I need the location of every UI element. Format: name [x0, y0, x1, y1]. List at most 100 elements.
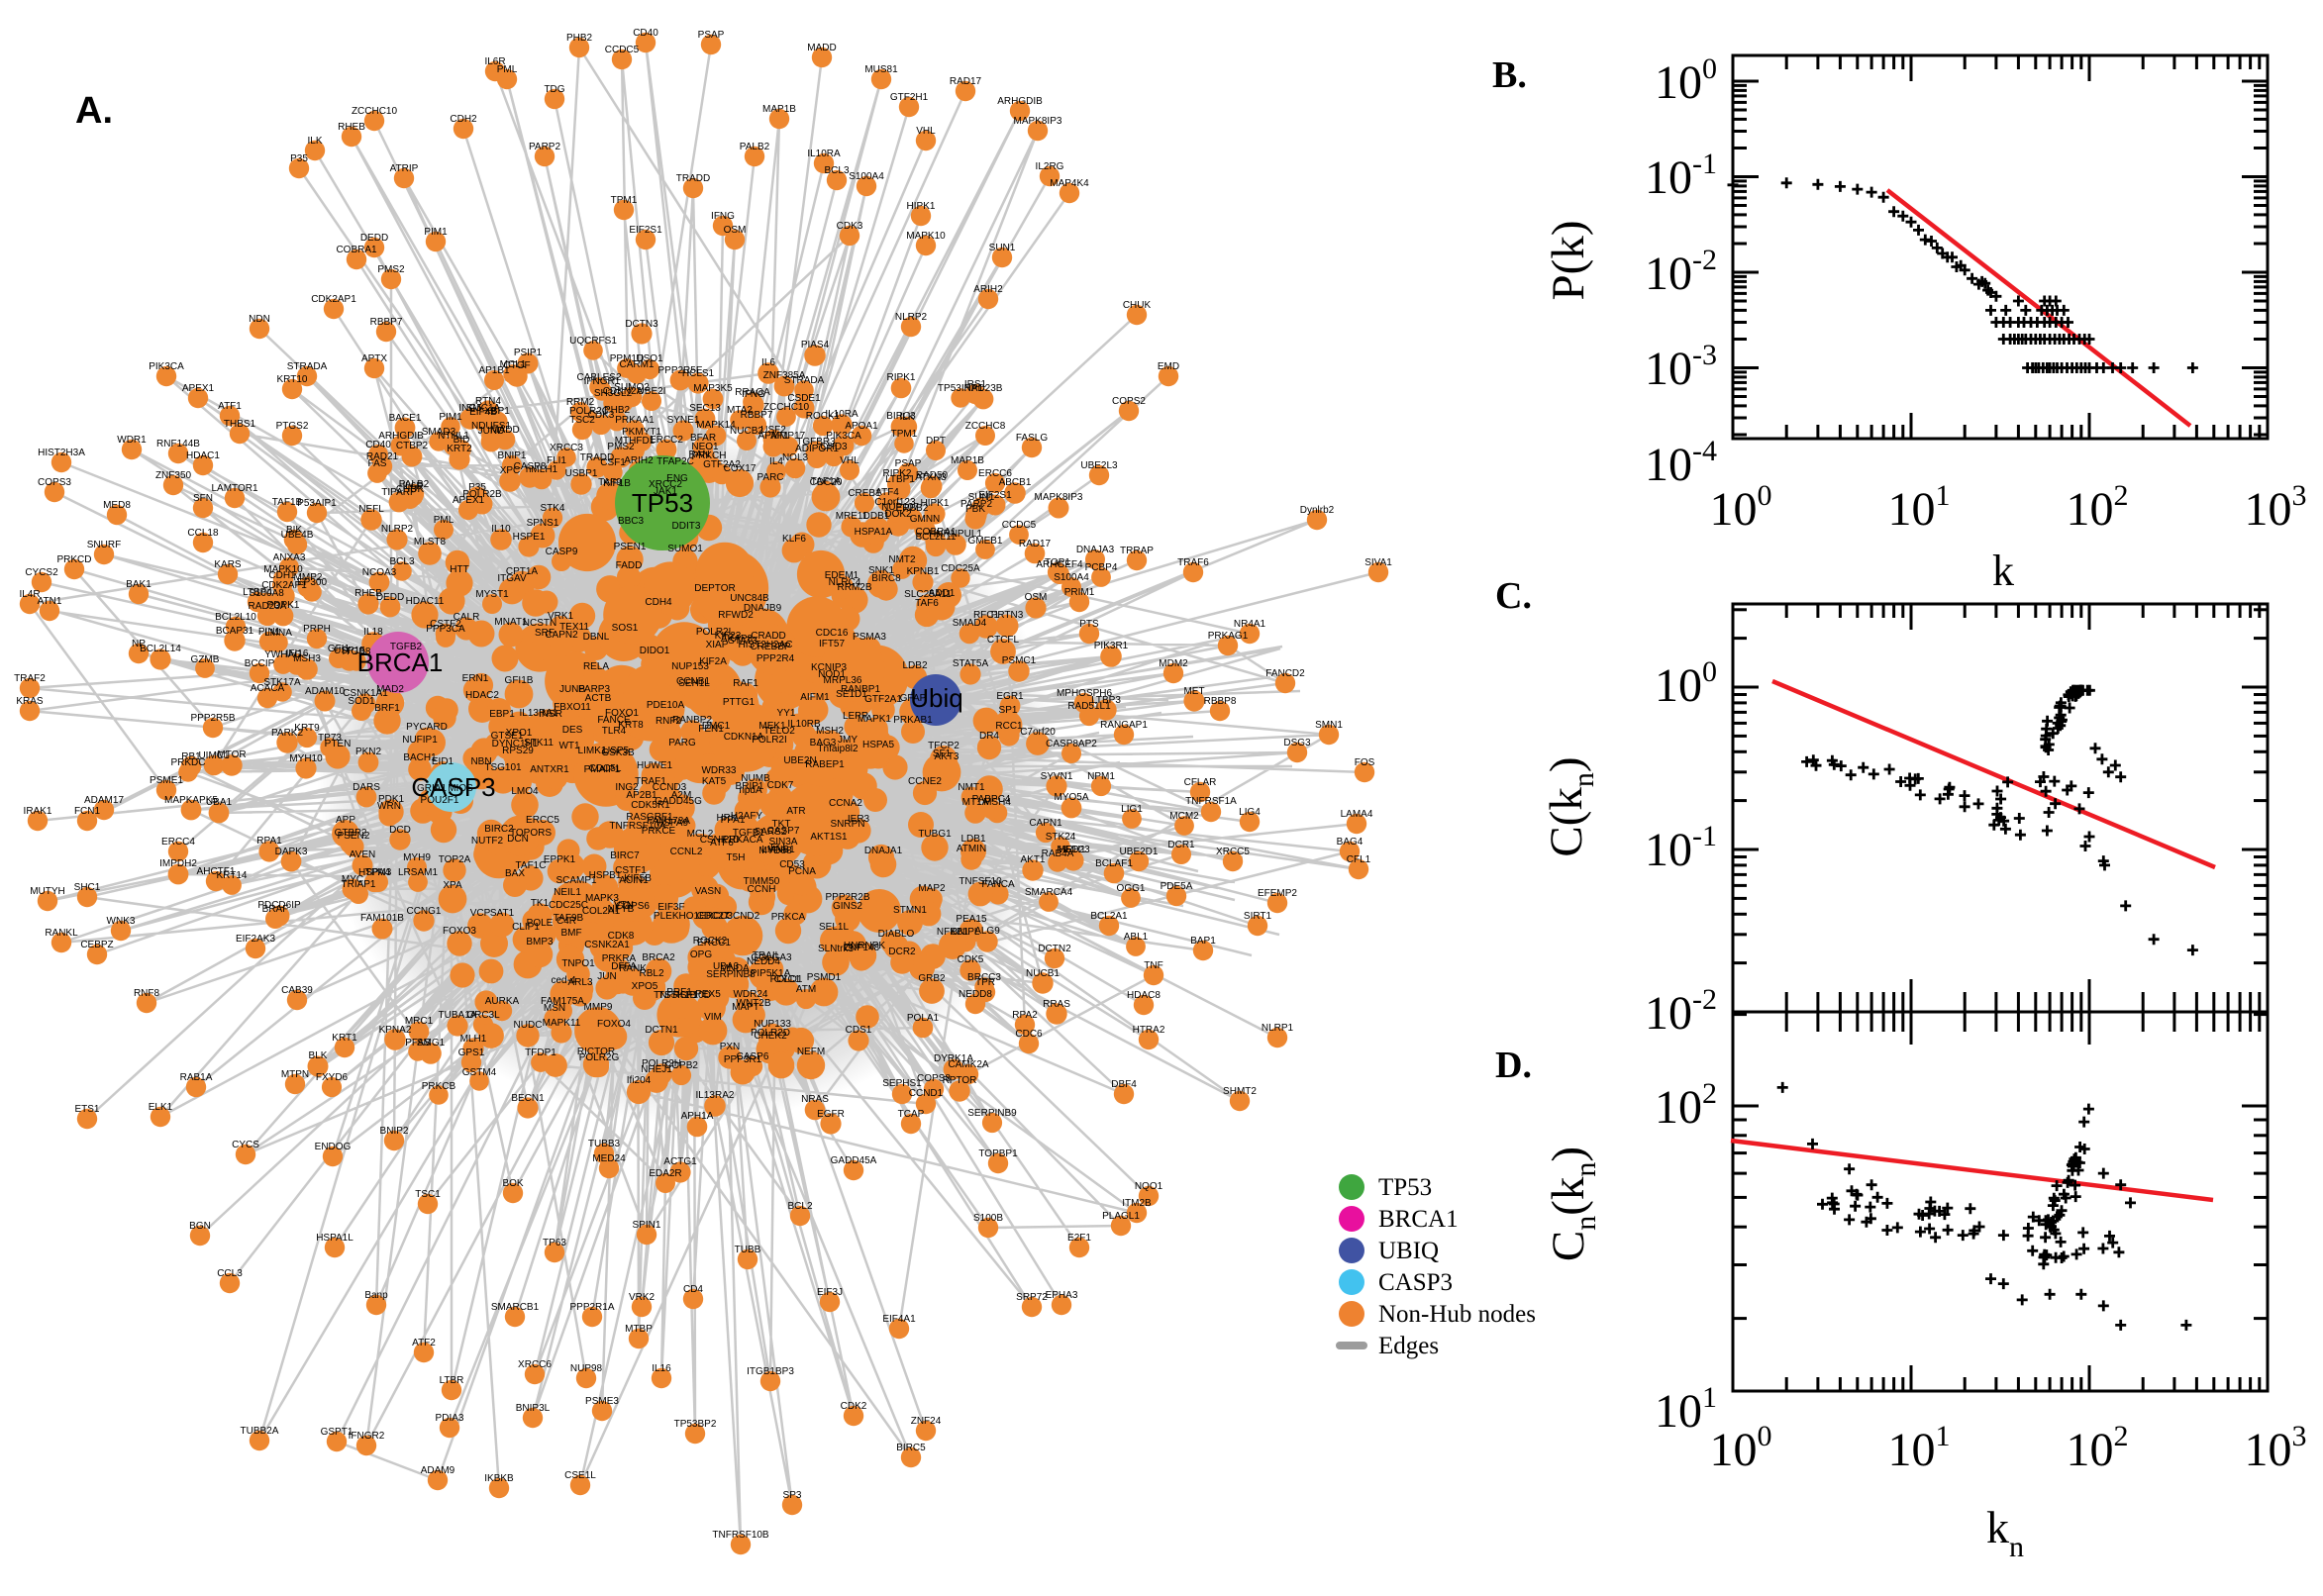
svg-text:CSNK1D: CSNK1D — [700, 835, 741, 846]
svg-text:ATXN3: ATXN3 — [915, 472, 947, 483]
svg-text:SARS2: SARS2 — [755, 827, 787, 838]
svg-text:HUWE1: HUWE1 — [637, 760, 673, 771]
svg-text:HIPK1: HIPK1 — [921, 498, 950, 509]
svg-text:ZCCHC10: ZCCHC10 — [352, 106, 398, 117]
svg-text:BRCA1: BRCA1 — [1378, 1206, 1459, 1233]
svg-text:LDB1: LDB1 — [960, 834, 985, 845]
svg-text:XRCC6: XRCC6 — [518, 1359, 552, 1370]
svg-text:TAF9: TAF9 — [598, 477, 622, 488]
svg-text:CDK5R1: CDK5R1 — [631, 800, 670, 811]
svg-text:IL10RA: IL10RA — [807, 149, 841, 159]
svg-text:YY1: YY1 — [777, 708, 796, 719]
svg-text:GSK3B: GSK3B — [601, 748, 635, 758]
svg-text:MAP2: MAP2 — [918, 883, 946, 894]
svg-text:SP1: SP1 — [999, 705, 1018, 716]
svg-text:SNURF: SNURF — [87, 540, 121, 550]
svg-text:PCBP4: PCBP4 — [1085, 562, 1118, 573]
svg-text:CTBP2: CTBP2 — [396, 441, 429, 451]
svg-text:APOA1: APOA1 — [845, 421, 878, 432]
svg-text:DIABLO: DIABLO — [878, 929, 915, 940]
svg-text:BCL2L14: BCL2L14 — [140, 644, 181, 654]
svg-text:DES: DES — [562, 725, 583, 736]
svg-text:NFKB1: NFKB1 — [937, 927, 969, 938]
svg-text:BAK1: BAK1 — [126, 579, 152, 590]
svg-text:SUN1: SUN1 — [989, 243, 1016, 253]
svg-text:WNT2B: WNT2B — [737, 998, 771, 1009]
svg-text:FXYD6: FXYD6 — [316, 1072, 349, 1083]
svg-text:ATM: ATM — [796, 984, 816, 995]
svg-text:PIAS4: PIAS4 — [801, 340, 830, 350]
svg-text:TRADD: TRADD — [676, 173, 710, 184]
svg-text:NDN: NDN — [249, 314, 270, 325]
svg-text:USF2: USF2 — [760, 425, 786, 436]
svg-text:EIF2S1: EIF2S1 — [978, 490, 1012, 501]
svg-text:CASP9: CASP9 — [546, 547, 578, 557]
svg-text:OSM: OSM — [724, 225, 747, 236]
svg-text:STRADA: STRADA — [784, 375, 825, 386]
svg-text:Cn(kn): Cn(kn) — [1543, 1147, 1602, 1261]
svg-text:MAP1B: MAP1B — [951, 455, 984, 466]
svg-text:ALG9: ALG9 — [974, 926, 1000, 937]
svg-text:COPS6: COPS6 — [616, 901, 650, 912]
svg-text:PSMA3: PSMA3 — [853, 632, 886, 643]
svg-text:XRCC2: XRCC2 — [649, 479, 682, 490]
svg-text:POLR2D: POLR2D — [751, 1028, 790, 1039]
svg-text:ERCC1: ERCC1 — [697, 938, 731, 948]
svg-text:MTBP: MTBP — [625, 1324, 653, 1335]
svg-text:KLF6: KLF6 — [782, 534, 806, 545]
svg-text:PRKCD: PRKCD — [56, 554, 91, 565]
svg-text:BIK: BIK — [286, 525, 302, 536]
svg-text:MDM2: MDM2 — [1159, 658, 1188, 669]
svg-text:MYC: MYC — [342, 874, 363, 885]
svg-text:AP2B1: AP2B1 — [626, 790, 657, 801]
svg-text:CASP3: CASP3 — [1378, 1269, 1453, 1296]
svg-text:ORC3L: ORC3L — [466, 1010, 500, 1021]
svg-text:RPTOR: RPTOR — [943, 1075, 977, 1086]
svg-text:BIRC8: BIRC8 — [871, 573, 901, 584]
svg-text:CCND2: CCND2 — [726, 911, 760, 922]
svg-text:SFN: SFN — [193, 493, 213, 504]
svg-text:S100A4: S100A4 — [849, 171, 884, 182]
svg-text:STK17A: STK17A — [263, 677, 301, 688]
svg-text:BNIP2: BNIP2 — [380, 1126, 409, 1137]
svg-text:EIF2AK3: EIF2AK3 — [236, 934, 275, 945]
svg-text:BRCA1: BRCA1 — [357, 648, 444, 677]
svg-text:UBE4B: UBE4B — [281, 530, 314, 541]
svg-text:Dynlrb2: Dynlrb2 — [1300, 505, 1335, 516]
svg-text:ELK1: ELK1 — [149, 1102, 173, 1113]
svg-text:POLA1: POLA1 — [907, 1013, 940, 1024]
svg-text:TAF1B: TAF1B — [272, 497, 303, 508]
svg-text:UBE2D1: UBE2D1 — [1120, 847, 1159, 857]
svg-text:DOK2: DOK2 — [884, 509, 912, 520]
svg-text:APH1A: APH1A — [681, 1111, 714, 1122]
svg-text:SNK1: SNK1 — [868, 565, 895, 576]
svg-text:NDUFS1: NDUFS1 — [471, 421, 511, 432]
svg-text:TPR: TPR — [975, 977, 995, 988]
svg-text:AHCTF1: AHCTF1 — [197, 866, 236, 877]
svg-text:WDR33: WDR33 — [701, 765, 736, 776]
svg-text:GPS1: GPS1 — [458, 1047, 485, 1058]
svg-text:PRF1: PRF1 — [666, 987, 692, 998]
svg-text:TAF6: TAF6 — [915, 598, 939, 609]
svg-text:DCTN1: DCTN1 — [645, 1025, 678, 1036]
svg-text:RBBP7: RBBP7 — [741, 410, 773, 421]
svg-text:PPP2R1A: PPP2R1A — [569, 1302, 614, 1313]
svg-text:H2AFY: H2AFY — [731, 811, 763, 822]
svg-text:CRADD: CRADD — [751, 631, 786, 642]
svg-text:HIPK1: HIPK1 — [907, 201, 936, 212]
svg-text:BRIP1: BRIP1 — [736, 781, 764, 792]
svg-text:HSPA9: HSPA9 — [656, 818, 688, 829]
svg-text:NEDD4: NEDD4 — [747, 956, 780, 967]
svg-text:IKBKB: IKBKB — [484, 1473, 514, 1484]
svg-text:MSH2: MSH2 — [816, 726, 844, 737]
svg-text:MYH9: MYH9 — [403, 852, 431, 863]
svg-text:EDEM1: EDEM1 — [825, 570, 859, 581]
svg-text:KRT9: KRT9 — [294, 723, 320, 734]
svg-text:INSR: INSR — [539, 709, 562, 720]
svg-text:CDK7: CDK7 — [767, 780, 794, 791]
svg-text:COPS2: COPS2 — [1112, 396, 1146, 407]
svg-text:PBK: PBK — [965, 504, 985, 515]
svg-text:CPT1A: CPT1A — [506, 566, 539, 577]
svg-text:DYNC1H1: DYNC1H1 — [492, 739, 539, 749]
svg-text:DCR1: DCR1 — [1167, 840, 1195, 850]
